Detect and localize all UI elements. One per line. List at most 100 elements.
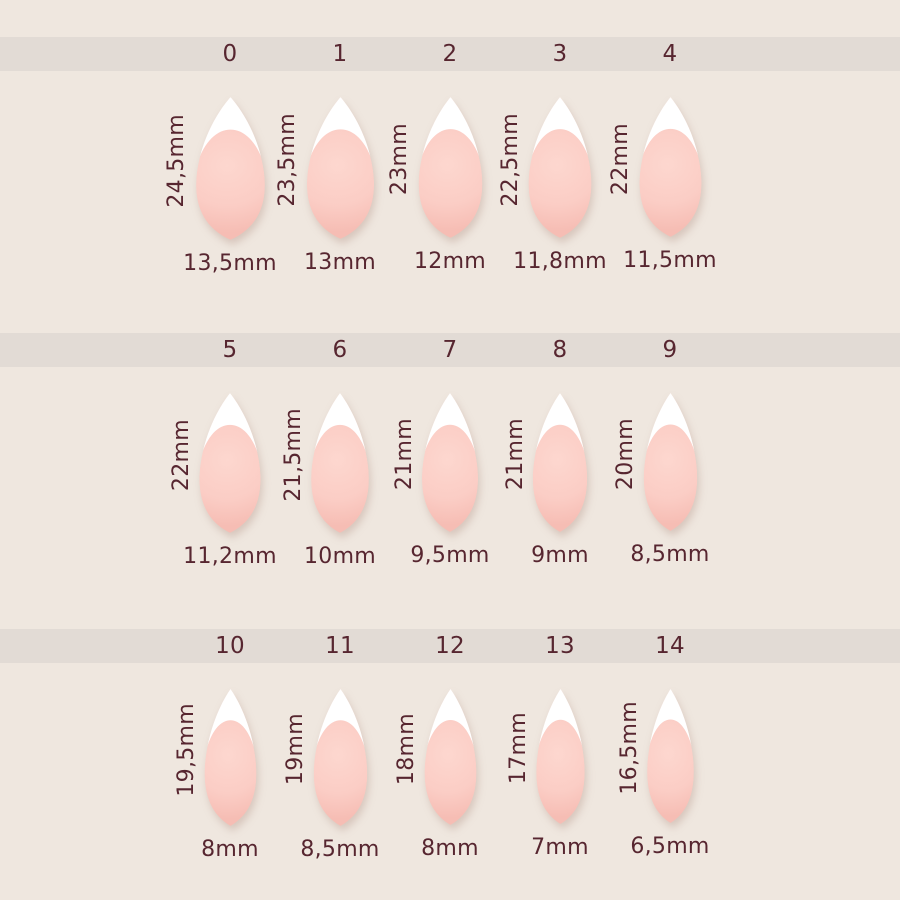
nail-cell: 16,5mm 6,5mm — [615, 687, 725, 861]
nail-cell: 23,5mm 13mm — [275, 95, 395, 275]
nail-tip-white — [424, 689, 476, 755]
size-number-cell: 4 — [615, 37, 725, 71]
nail-row-content: 22mm 11,2mm 21,5mm 10mm — [0, 367, 900, 568]
nail-width-label: 7mm — [531, 835, 589, 860]
size-number: 6 — [332, 336, 348, 363]
nail-row-content: 19,5mm 8mm 19mm 8,5mm — [0, 663, 900, 861]
french-tip-nail-icon — [646, 688, 694, 824]
size-number-columns: 0 1 2 3 4 — [0, 37, 900, 71]
size-number: 14 — [655, 632, 685, 659]
size-number: 0 — [222, 40, 238, 67]
size-rows: 0 1 2 3 4 24,5mm 13,5mm — [0, 37, 900, 900]
french-tip-nail-icon — [532, 393, 588, 532]
size-number: 13 — [545, 632, 575, 659]
nail-cell: 23mm 12mm — [387, 95, 505, 275]
size-number-cell: 7 — [395, 333, 505, 367]
size-number-cell: 12 — [395, 629, 505, 663]
nail-length-label: 22,5mm — [497, 112, 523, 207]
size-number-cell: 2 — [395, 37, 505, 71]
size-number-cell: 5 — [175, 333, 285, 367]
nail-cell: 22,5mm 11,8mm — [498, 95, 615, 275]
nail-columns: 22mm 11,2mm 21,5mm 10mm — [0, 391, 900, 568]
nail-width-label: 9mm — [531, 543, 589, 568]
size-number-cell: 6 — [285, 333, 395, 367]
nail-length-label: 21mm — [502, 418, 528, 491]
size-number-cell: 3 — [505, 37, 615, 71]
nail-area: 19mm — [283, 687, 395, 828]
nail-tip-white — [643, 393, 697, 460]
nail-columns: 24,5mm 13,5mm 23,5mm 13mm — [0, 95, 900, 275]
nail-cell: 24,5mm 13,5mm — [164, 95, 285, 276]
nail-tip-white — [195, 97, 265, 166]
french-tip-nail-icon — [195, 97, 265, 240]
nail-width-label: 8mm — [421, 836, 479, 861]
french-tip-nail-icon — [199, 393, 261, 533]
nail-width-label: 11,5mm — [623, 248, 717, 273]
size-number: 4 — [662, 40, 678, 67]
size-row: 0 1 2 3 4 24,5mm 13,5mm — [0, 37, 900, 333]
nail-area: 22,5mm — [498, 95, 615, 240]
nail-area: 21mm — [502, 391, 615, 534]
nail-cell: 21,5mm 10mm — [280, 391, 395, 569]
nail-length-label-box: 21,5mm — [280, 395, 306, 515]
nail-area: 21mm — [391, 391, 505, 534]
nail-width-label: 10mm — [303, 544, 377, 569]
nail-cell: 22mm 11,2mm — [169, 391, 285, 568]
nail-length-label: 22mm — [168, 418, 194, 492]
nail-length-label: 18mm — [394, 712, 420, 786]
french-tip-nail-icon — [311, 393, 369, 533]
nail-cell: 20mm 8,5mm — [613, 391, 725, 568]
nail-row-content: 24,5mm 13,5mm 23,5mm 13mm — [0, 71, 900, 275]
size-number-cell: 14 — [615, 629, 725, 663]
nail-width-label: 13,5mm — [183, 251, 277, 276]
nail-area: 23,5mm — [275, 95, 395, 241]
french-tip-nail-icon — [643, 393, 697, 531]
nail-length-label: 21,5mm — [280, 408, 306, 502]
nail-area: 21,5mm — [280, 391, 395, 535]
nail-cell: 19,5mm 8mm — [174, 687, 285, 861]
nail-length-label-box: 23mm — [387, 99, 413, 220]
french-tip-nail-icon — [535, 689, 585, 824]
nail-cell: 19mm 8,5mm — [283, 687, 395, 861]
size-number: 5 — [222, 336, 238, 363]
size-number-cell: 1 — [285, 37, 395, 71]
french-tip-nail-icon — [204, 689, 256, 826]
nail-tip-white — [204, 689, 256, 755]
nail-width-label: 13mm — [303, 250, 377, 275]
french-tip-nail-icon — [306, 97, 374, 239]
nail-length-label: 20mm — [613, 417, 639, 491]
nail-tip-white — [639, 97, 701, 165]
french-tip-nail-icon — [528, 97, 592, 238]
nail-area: 22mm — [608, 95, 725, 239]
nail-length-label: 23,5mm — [275, 113, 301, 207]
french-tip-nail-icon — [418, 97, 482, 238]
french-tip-nail-icon — [422, 393, 478, 532]
nail-tip-white — [199, 393, 261, 461]
nail-columns: 19,5mm 8mm 19mm 8,5mm — [0, 687, 900, 861]
nail-tip-white — [528, 97, 592, 165]
nail-length-label-box: 21mm — [502, 395, 528, 514]
nail-width-label: 8,5mm — [630, 542, 710, 567]
nail-tip-white — [422, 393, 478, 460]
size-number-cell: 11 — [285, 629, 395, 663]
nail-length-label: 21mm — [391, 418, 417, 491]
size-number-band: 5 6 7 8 9 — [0, 333, 900, 367]
nail-width-label: 11,8mm — [513, 249, 607, 274]
nail-length-label: 19,5mm — [174, 702, 200, 797]
nail-length-label: 23mm — [387, 123, 413, 196]
nail-cell: 22mm 11,5mm — [608, 95, 725, 275]
nail-width-label: 6,5mm — [630, 834, 710, 859]
nail-area: 18mm — [394, 687, 505, 827]
nail-cell: 21mm 9mm — [502, 391, 615, 568]
nail-length-label-box: 20mm — [613, 395, 639, 513]
nail-length-label: 16,5mm — [617, 701, 643, 795]
size-number-columns: 10 11 12 13 14 — [0, 629, 900, 663]
nail-area: 24,5mm — [164, 95, 285, 242]
nail-cell: 21mm 9,5mm — [391, 391, 505, 568]
nail-tip-white — [646, 688, 694, 754]
french-tip-nail-icon — [639, 97, 701, 237]
nail-area: 23mm — [387, 95, 505, 240]
size-number: 11 — [325, 632, 355, 659]
nail-tip-white — [533, 393, 587, 460]
